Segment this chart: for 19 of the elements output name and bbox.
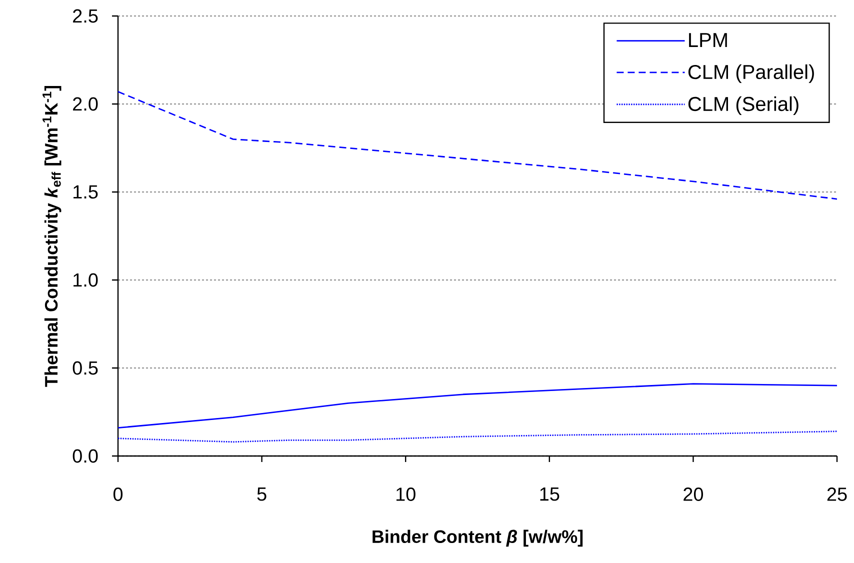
- y-tick-label: 0.0: [72, 449, 98, 463]
- legend-label: CLM (Parallel): [688, 64, 814, 84]
- x-tick-label: 25: [827, 488, 847, 501]
- x-tick-label: 5: [257, 488, 266, 501]
- y-tick-label: 1.5: [74, 185, 98, 199]
- y-tick-label: 2.0: [73, 97, 98, 111]
- line-series: [118, 430, 838, 443]
- y-tick-label: 1.0: [74, 273, 98, 287]
- legend-label: LPM: [689, 33, 727, 47]
- x-axis-title: Binder Content β [w/w%]: [372, 530, 583, 547]
- x-tick-label: 0: [113, 488, 123, 501]
- x-tick-label: 10: [396, 488, 416, 501]
- legend-label: CLM (Serial): [688, 96, 798, 116]
- x-tick-label: 20: [684, 488, 704, 501]
- x-tick-label: 15: [540, 488, 560, 501]
- line-series: [118, 90, 838, 200]
- y-tick-label: 0.5: [72, 361, 98, 375]
- y-tick-label: 2.5: [73, 9, 98, 23]
- y-axis-title: Thermal Conductivity k$_{eff}$ [Wm$^{-1}$K$^{-1}$]: [42, 86, 62, 387]
